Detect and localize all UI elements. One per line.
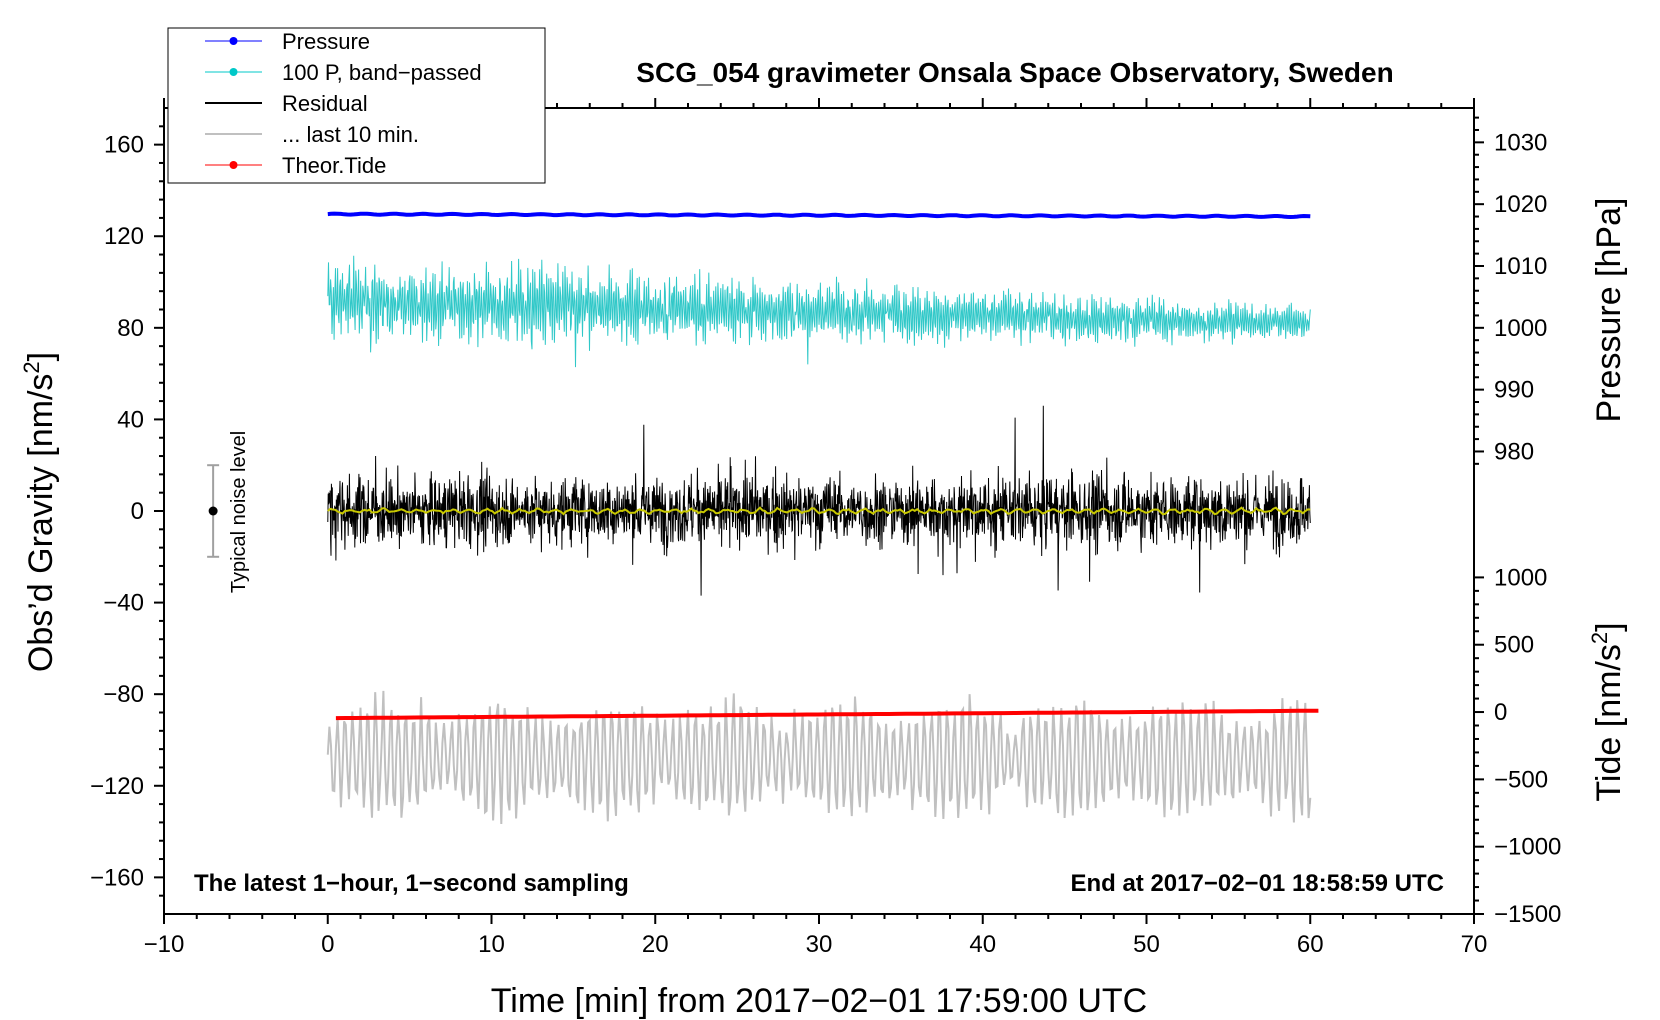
gravity-tick-label: 0 <box>131 498 144 525</box>
left-axis-title-end: ] <box>22 352 60 361</box>
x-tick-label: 30 <box>806 931 833 958</box>
pressure-tick-label: 1030 <box>1494 129 1547 156</box>
legend-label: 100 P, band−passed <box>282 60 482 85</box>
tide-axis-title-end: ] <box>1590 622 1628 631</box>
tide-axis-title-main: Tide [nm/s <box>1590 644 1628 801</box>
pressure-tick-label: 980 <box>1494 438 1534 465</box>
gravity-tick-label: −40 <box>103 590 144 617</box>
x-tick-label: 50 <box>1133 931 1160 958</box>
gravity-tick-label: 80 <box>117 315 144 342</box>
gravity-tick-label: −80 <box>103 681 144 708</box>
legend: Pressure 100 P, band−passed Residual ... la… <box>167 27 546 184</box>
gravity-tick-label: 40 <box>117 406 144 433</box>
pressure-tick-label: 1020 <box>1494 191 1547 218</box>
tide-axis-title: Tide [nm/s2] <box>1587 622 1628 801</box>
gravity-tick-label: 120 <box>104 223 144 250</box>
x-tick-label: 10 <box>478 931 505 958</box>
gravity-tick-label: −120 <box>90 773 144 800</box>
legend-label: Theor.Tide <box>282 153 386 178</box>
x-axis-title: Time [min] from 2017−02−01 17:59:00 UTC <box>491 982 1147 1020</box>
x-tick-label: −10 <box>144 931 185 958</box>
left-axis-title: Obs’d Gravity [nm/s2] <box>19 352 60 672</box>
legend-swatch-marker <box>229 161 238 169</box>
pressure-tick-label: 1000 <box>1494 315 1547 342</box>
tide-tick-label: 1000 <box>1494 564 1547 591</box>
x-tick-label: 40 <box>969 931 996 958</box>
tide-axis-title-sup: 2 <box>1587 632 1612 644</box>
x-tick-label: 70 <box>1461 931 1488 958</box>
gravity-tick-label: −160 <box>90 864 144 891</box>
legend-label: Residual <box>282 91 368 116</box>
theoretical-tide-series-line <box>335 708 1319 721</box>
x-tick-label: 60 <box>1297 931 1324 958</box>
tide-tick-label: 0 <box>1494 699 1507 726</box>
pressure-axis: 1030 1020 1010 1000 990 980 <box>1474 116 1547 465</box>
tide-axis: 1000 500 0 −500 −1000 −1500 <box>1474 564 1561 928</box>
tide-tick-label: −500 <box>1494 766 1548 793</box>
x-tick-label: 0 <box>321 931 334 958</box>
legend-label: ... last 10 min. <box>282 122 419 147</box>
legend-swatch-marker <box>229 37 238 45</box>
bandpassed-pressure-series-line <box>327 255 1311 368</box>
legend-label: Pressure <box>282 29 370 54</box>
noise-bar-center-dot <box>208 506 218 516</box>
series-layer <box>326 211 1319 825</box>
pressure-tick-label: 990 <box>1494 377 1534 404</box>
legend-box <box>167 27 546 184</box>
pressure-series-line <box>327 211 1311 220</box>
sampling-note: The latest 1−hour, 1−second sampling <box>194 870 629 897</box>
residual-smoothed-series-line <box>327 506 1311 516</box>
left-axis-title-sup: 2 <box>19 361 44 373</box>
noise-level-label: Typical noise level <box>228 431 250 593</box>
gravity-axis: 160 120 80 40 0 −40 −80 −120 −160 <box>90 125 164 897</box>
end-time-note: End at 2017−02−01 18:58:59 UTC <box>1070 870 1444 897</box>
pressure-axis-title: Pressure [hPa] <box>1590 198 1628 423</box>
gravity-tick-label: 160 <box>104 132 144 159</box>
noise-level-indicator <box>207 464 220 558</box>
left-axis-title-main: Obs’d Gravity [nm/s <box>22 374 60 673</box>
tide-tick-label: −1500 <box>1494 901 1561 928</box>
chart-title: SCG_054 gravimeter Onsala Space Observat… <box>636 57 1393 88</box>
legend-swatch-marker <box>229 68 238 76</box>
pressure-tick-label: 1010 <box>1494 253 1547 280</box>
residual-series-line <box>327 405 1311 596</box>
tide-tick-label: 500 <box>1494 632 1534 659</box>
tide-tick-label: −1000 <box>1494 834 1561 861</box>
x-tick-label: 20 <box>642 931 669 958</box>
last-10-min-series-line <box>326 690 1312 825</box>
